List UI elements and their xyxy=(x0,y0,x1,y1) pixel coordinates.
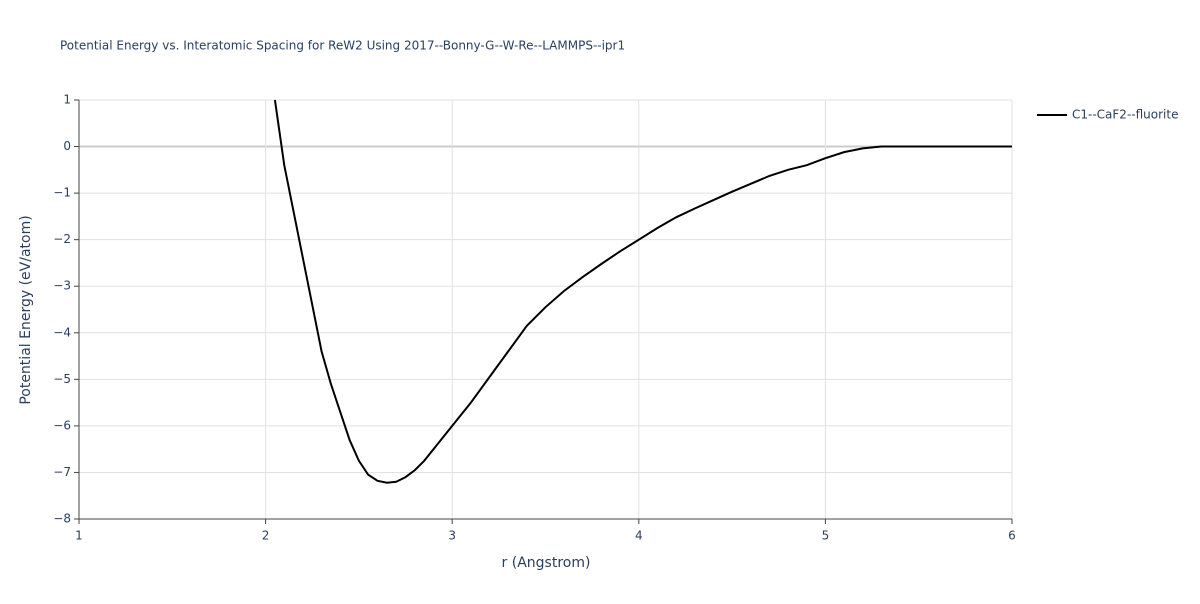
y-tick-label: 0 xyxy=(63,139,71,153)
y-tick-label: −7 xyxy=(53,465,71,479)
x-tick-label: 5 xyxy=(822,529,830,543)
y-tick-label: 1 xyxy=(63,93,71,107)
y-tick-label: −8 xyxy=(53,512,71,526)
x-tick-label: 2 xyxy=(262,529,270,543)
y-tick-label: −4 xyxy=(53,325,71,339)
x-tick-label: 1 xyxy=(75,529,83,543)
x-axis-title: r (Angstrom) xyxy=(502,555,591,571)
x-tick-label: 6 xyxy=(1008,529,1016,543)
x-tick-label: 3 xyxy=(448,529,456,543)
y-tick-label: −6 xyxy=(53,418,71,432)
y-tick-label: −5 xyxy=(53,372,71,386)
y-axis-title: Potential Energy (eV/atom) xyxy=(18,215,34,404)
x-tick-label: 4 xyxy=(635,529,643,543)
y-tick-label: −1 xyxy=(53,186,71,200)
legend-label: C1--CaF2--fluorite xyxy=(1072,108,1178,122)
y-tick-label: −2 xyxy=(53,232,71,246)
y-tick-label: −3 xyxy=(53,279,71,293)
chart-title: Potential Energy vs. Interatomic Spacing… xyxy=(60,39,625,53)
line-series xyxy=(273,99,1012,484)
